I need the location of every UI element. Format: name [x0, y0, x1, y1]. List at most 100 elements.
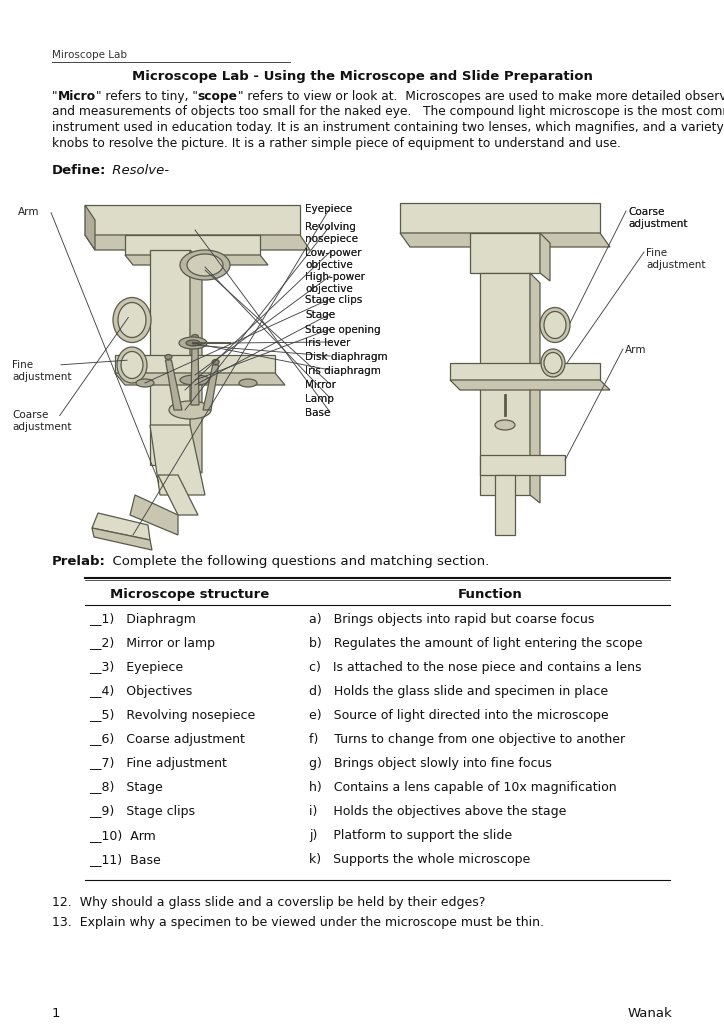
Ellipse shape	[169, 401, 211, 419]
Text: scope: scope	[198, 90, 237, 103]
Text: Arm: Arm	[625, 345, 647, 355]
Text: __4)   Objectives: __4) Objectives	[89, 685, 193, 698]
Ellipse shape	[117, 347, 147, 383]
Text: Disk diaphragm: Disk diaphragm	[305, 352, 387, 362]
Ellipse shape	[540, 307, 570, 342]
Ellipse shape	[136, 379, 154, 387]
Polygon shape	[450, 362, 600, 380]
Text: __9)   Stage clips: __9) Stage clips	[89, 805, 195, 818]
Text: Micro: Micro	[57, 90, 96, 103]
Polygon shape	[166, 360, 182, 410]
Text: Mirror: Mirror	[305, 380, 336, 390]
Text: High-power
objective: High-power objective	[305, 272, 365, 294]
Ellipse shape	[180, 375, 210, 385]
Text: Iris diaphragm: Iris diaphragm	[305, 366, 381, 376]
Text: Revolving
nosepiece: Revolving nosepiece	[305, 222, 358, 244]
Polygon shape	[203, 365, 219, 410]
Polygon shape	[115, 355, 275, 373]
Ellipse shape	[179, 337, 207, 349]
Polygon shape	[480, 455, 565, 475]
Text: Stage opening: Stage opening	[305, 325, 381, 335]
Polygon shape	[400, 233, 610, 247]
Text: Prelab:: Prelab:	[52, 555, 106, 568]
Text: a)   Brings objects into rapid but coarse focus: a) Brings objects into rapid but coarse …	[309, 613, 594, 626]
Text: __11)  Base: __11) Base	[89, 853, 161, 866]
Text: instrument used in education today. It is an instrument containing two lenses, w: instrument used in education today. It i…	[52, 121, 724, 134]
Polygon shape	[85, 234, 310, 250]
Ellipse shape	[192, 335, 198, 340]
Text: __7)   Fine adjustment: __7) Fine adjustment	[89, 757, 227, 770]
Text: Arm: Arm	[18, 207, 40, 217]
Polygon shape	[495, 475, 515, 535]
Text: Stage clips: Stage clips	[305, 295, 362, 305]
Text: __5)   Revolving nosepiece: __5) Revolving nosepiece	[89, 709, 256, 722]
Text: Eyepiece: Eyepiece	[305, 204, 352, 214]
Polygon shape	[85, 205, 95, 250]
Ellipse shape	[113, 298, 151, 342]
Text: Disk diaphragm: Disk diaphragm	[305, 352, 387, 362]
Polygon shape	[125, 234, 260, 255]
Text: knobs to resolve the picture. It is a rather simple piece of equipment to unders: knobs to resolve the picture. It is a ra…	[52, 136, 621, 150]
Polygon shape	[158, 475, 198, 515]
Text: __2)   Mirror or lamp: __2) Mirror or lamp	[89, 637, 215, 650]
Ellipse shape	[544, 311, 566, 339]
Ellipse shape	[239, 379, 257, 387]
Text: h)   Contains a lens capable of 10x magnification: h) Contains a lens capable of 10x magnif…	[309, 781, 617, 794]
Text: " refers to view or look at.  Microscopes are used to make more detailed observa: " refers to view or look at. Microscopes…	[237, 90, 724, 103]
Polygon shape	[470, 233, 540, 273]
Polygon shape	[130, 495, 178, 535]
Text: Base: Base	[305, 408, 330, 418]
Text: Base: Base	[305, 408, 330, 418]
Text: Iris lever: Iris lever	[305, 338, 350, 348]
Text: and measurements of objects too small for the naked eye.   The compound light mi: and measurements of objects too small fo…	[52, 105, 724, 119]
Text: d)   Holds the glass slide and specimen in place: d) Holds the glass slide and specimen in…	[309, 685, 608, 698]
Text: Lamp: Lamp	[305, 394, 334, 404]
Text: __1)   Diaphragm: __1) Diaphragm	[89, 613, 196, 626]
Polygon shape	[450, 380, 610, 390]
Text: Low-power
objective: Low-power objective	[305, 248, 361, 269]
Text: High-power
objective: High-power objective	[305, 272, 365, 294]
Text: c)   Is attached to the nose piece and contains a lens: c) Is attached to the nose piece and con…	[309, 662, 641, 674]
Text: Define:: Define:	[52, 164, 106, 177]
Text: Iris diaphragm: Iris diaphragm	[305, 366, 381, 376]
Text: __10)  Arm: __10) Arm	[89, 829, 156, 842]
Text: Stage: Stage	[305, 310, 335, 319]
Polygon shape	[85, 205, 300, 234]
Text: i)    Holds the objectives above the stage: i) Holds the objectives above the stage	[309, 805, 566, 818]
Text: Eyepiece: Eyepiece	[305, 204, 352, 214]
Text: Resolve-: Resolve-	[109, 164, 169, 177]
Ellipse shape	[187, 254, 223, 276]
Text: Microscope structure: Microscope structure	[110, 588, 269, 601]
Text: Coarse
adjustment: Coarse adjustment	[12, 410, 72, 431]
Ellipse shape	[544, 352, 562, 374]
Polygon shape	[191, 340, 199, 406]
Text: __6)   Coarse adjustment: __6) Coarse adjustment	[89, 733, 245, 746]
Polygon shape	[540, 233, 550, 281]
Text: __3)   Eyepiece: __3) Eyepiece	[89, 662, 183, 674]
Ellipse shape	[118, 302, 146, 338]
Ellipse shape	[186, 340, 200, 346]
Text: b)   Regulates the amount of light entering the scope: b) Regulates the amount of light enterin…	[309, 637, 642, 650]
Text: g)   Brings object slowly into fine focus: g) Brings object slowly into fine focus	[309, 757, 552, 770]
Text: Wanak: Wanak	[627, 1007, 672, 1020]
Text: Coarse
adjustment: Coarse adjustment	[628, 207, 688, 228]
Text: f)    Turns to change from one objective to another: f) Turns to change from one objective to…	[309, 733, 625, 746]
Polygon shape	[400, 203, 600, 233]
Polygon shape	[480, 273, 530, 495]
Polygon shape	[115, 373, 285, 385]
Text: ": "	[52, 90, 57, 103]
Text: Fine
adjustment: Fine adjustment	[646, 248, 705, 269]
Ellipse shape	[212, 359, 219, 365]
Text: Coarse
adjustment: Coarse adjustment	[628, 207, 688, 228]
Text: Fine
adjustment: Fine adjustment	[12, 360, 72, 382]
Text: Stage clips: Stage clips	[305, 295, 362, 305]
Polygon shape	[125, 255, 268, 265]
Polygon shape	[530, 273, 540, 503]
Text: Miroscope Lab: Miroscope Lab	[52, 50, 127, 60]
Polygon shape	[150, 425, 205, 495]
Text: k)   Supports the whole microscope: k) Supports the whole microscope	[309, 853, 530, 866]
Polygon shape	[92, 528, 152, 550]
Text: Define:: Define:	[52, 164, 106, 177]
Text: 1: 1	[52, 1007, 61, 1020]
Ellipse shape	[180, 250, 230, 280]
